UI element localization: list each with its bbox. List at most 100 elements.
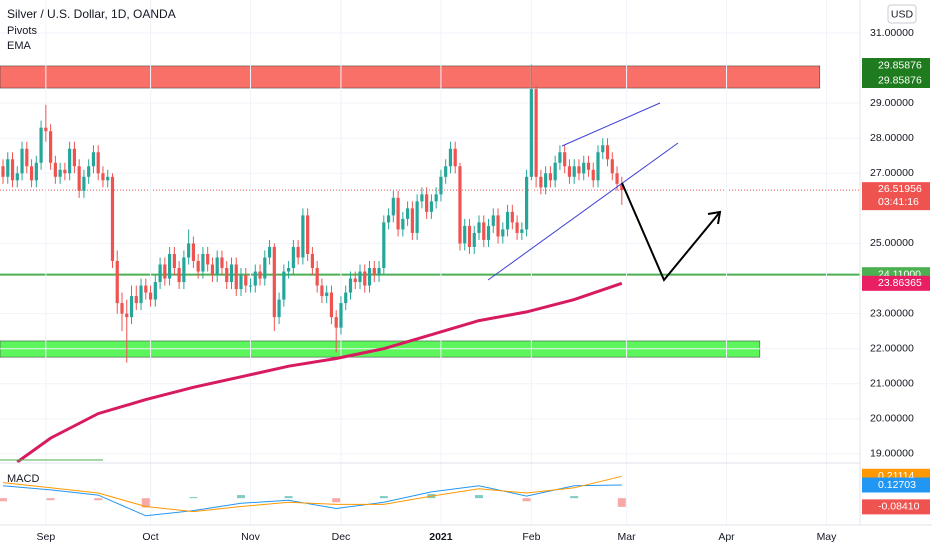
candle-body — [329, 292, 334, 318]
candle-body — [239, 275, 243, 290]
candle-body — [605, 145, 610, 160]
candle-body — [87, 166, 91, 177]
candle-body — [125, 313, 129, 318]
channel-line — [561, 102, 661, 147]
price-badge — [862, 275, 930, 291]
candle-body — [348, 278, 353, 293]
candle-body — [310, 253, 315, 269]
grid — [0, 0, 860, 525]
y-tick-label: 27.00000 — [870, 167, 914, 179]
candle-body — [177, 268, 181, 283]
y-tick-label: 23.00000 — [870, 307, 914, 319]
candle-body — [244, 275, 248, 286]
candle-body — [101, 173, 105, 181]
currency-button[interactable] — [887, 4, 917, 24]
currency[interactable]: USD — [891, 8, 914, 20]
candle-body — [577, 166, 581, 174]
candle-body — [82, 176, 86, 191]
chart-title: Silver / U.S. Dollar, 1D, OANDA — [7, 7, 176, 21]
candle-body — [72, 148, 76, 167]
candle-body — [210, 264, 215, 276]
candle-body — [196, 260, 200, 272]
candle-body — [520, 229, 524, 233]
price-badge — [862, 499, 930, 515]
macd-histogram — [237, 495, 246, 499]
candle-body — [529, 89, 533, 177]
candle-body — [434, 194, 438, 202]
candle-body — [553, 162, 557, 181]
candle-body — [106, 176, 110, 181]
candle-body — [163, 264, 167, 279]
candle-body — [248, 285, 253, 287]
candle-body — [615, 173, 619, 184]
x-tick-label: May — [817, 531, 838, 543]
candle-body — [544, 173, 548, 188]
candle-body — [510, 211, 514, 223]
candle-body — [548, 173, 553, 181]
x-tick-label: 2021 — [429, 531, 453, 543]
current-price-badge — [862, 182, 930, 211]
candle-body — [425, 194, 429, 212]
macd-histogram — [379, 496, 388, 499]
candle-body — [505, 211, 510, 230]
candle-body — [444, 166, 448, 177]
candle-body — [344, 292, 348, 304]
x-tick-label: Mar — [618, 531, 637, 543]
candle-body — [458, 166, 462, 244]
candle-body — [372, 268, 376, 276]
price-badge-label: 29.85876 — [878, 74, 922, 86]
candle-body — [525, 176, 529, 230]
candle-body — [448, 148, 453, 167]
candle-body — [367, 268, 372, 286]
candle-body — [586, 162, 591, 170]
candle-body — [48, 131, 53, 163]
arrow-head — [707, 210, 722, 225]
candle-body — [29, 166, 34, 181]
candle-body — [272, 246, 276, 318]
candle-body — [572, 166, 576, 177]
macd-line — [2, 484, 622, 517]
price-badge-label: 29.85876 — [878, 59, 922, 71]
candle-body — [339, 303, 343, 328]
candle-body — [58, 169, 62, 177]
candle-body — [282, 271, 286, 300]
candle-body — [182, 257, 186, 283]
x-tick-label: Oct — [142, 531, 158, 543]
candle-body — [601, 145, 605, 153]
candle-body — [334, 317, 338, 328]
candle-body — [582, 162, 586, 174]
candle-body — [168, 253, 172, 279]
candle-body — [353, 278, 357, 283]
forecast-arrow — [621, 182, 721, 282]
macd-histogram — [141, 498, 150, 508]
candle-body — [567, 166, 572, 177]
channel-line — [487, 142, 679, 281]
y-tick-label: 22.00000 — [870, 342, 914, 354]
candles — [1, 64, 624, 464]
candle-body — [187, 243, 191, 258]
ema-line — [16, 281, 623, 464]
candle-body — [153, 282, 157, 300]
candle-body — [467, 225, 472, 247]
countdown: 03:41:16 — [878, 196, 919, 208]
macd-histogram — [94, 498, 103, 501]
candle-body — [591, 169, 595, 181]
candle-body — [420, 194, 424, 202]
price-badge — [862, 73, 930, 89]
candle-body — [139, 285, 143, 304]
y-tick-label: 19.00000 — [870, 448, 914, 460]
candle-body — [453, 148, 457, 167]
candle-body — [129, 296, 134, 318]
macd-histogram — [284, 496, 293, 499]
candle-body — [382, 222, 386, 269]
candle-body — [148, 292, 153, 300]
candle-body — [396, 197, 400, 230]
candle-body — [172, 253, 176, 269]
candle-body — [301, 215, 305, 258]
candle-body — [120, 303, 124, 314]
candle-body — [220, 257, 224, 269]
candle-body — [496, 215, 500, 237]
candle-body — [229, 264, 234, 283]
candle-body — [306, 215, 310, 254]
x-tick-label: Feb — [522, 531, 540, 543]
